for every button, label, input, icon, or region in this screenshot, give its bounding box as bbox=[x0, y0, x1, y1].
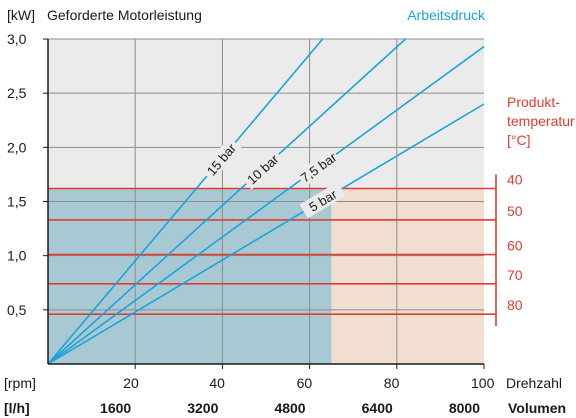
x-volume-tick-label: 4800 bbox=[274, 400, 305, 416]
temperature-tick-label: 50 bbox=[507, 203, 523, 219]
x-rpm-tick-label: 20 bbox=[123, 375, 139, 391]
x-rpm-unit: [rpm] bbox=[4, 375, 36, 391]
temperature-tick-label: 40 bbox=[507, 172, 523, 188]
temperature-tick-label: 70 bbox=[507, 267, 523, 283]
temperature-tick-label: 80 bbox=[507, 297, 523, 313]
y-tick-label: 1,5 bbox=[7, 194, 27, 210]
extended-area-region bbox=[331, 188, 484, 364]
x-volume-tick-label: 3200 bbox=[187, 400, 218, 416]
y-axis-unit: [kW] bbox=[7, 7, 35, 23]
legend-title: Arbeitsdruck bbox=[407, 7, 486, 23]
x-rpm-tick-label: 80 bbox=[384, 375, 400, 391]
y-tick-label: 0,5 bbox=[7, 302, 27, 318]
series-line bbox=[47, 38, 324, 365]
operating-area-region bbox=[48, 188, 332, 364]
y-axis-title: Geforderte Motorleistung bbox=[47, 7, 202, 23]
x-rpm-tick-label: 40 bbox=[209, 375, 225, 391]
x-volume-tick-label: 8000 bbox=[449, 400, 480, 416]
y-tick-label: 2,5 bbox=[7, 85, 27, 101]
x-volume-tick-label: 6400 bbox=[362, 400, 393, 416]
x-volume-label: Volumen bbox=[508, 400, 566, 416]
x-rpm-label: Drehzahl bbox=[506, 375, 562, 391]
y-tick-label: 1,0 bbox=[7, 248, 27, 264]
series-label-background bbox=[295, 147, 341, 187]
temperature-tick-label: 60 bbox=[507, 238, 523, 254]
temperature-title-line-3: [°C] bbox=[507, 132, 531, 148]
x-volume-tick-label: 1600 bbox=[100, 400, 131, 416]
y-tick-label: 2,0 bbox=[7, 139, 27, 155]
x-rpm-tick-label: 100 bbox=[471, 375, 495, 391]
series-label-background bbox=[200, 137, 242, 182]
series-label-background bbox=[240, 148, 285, 190]
series-line bbox=[47, 38, 407, 365]
temperature-scale: Produkt- temperatur [°C] 40 50 60 70 80 bbox=[495, 94, 575, 327]
temperature-title-line-1: Produkt- bbox=[507, 94, 560, 110]
series-line bbox=[47, 103, 485, 365]
axes: [rpm] Drehzahl [l/h] Volumen 3,0 2,5 2,0 1,… bbox=[4, 31, 566, 416]
series-label-background bbox=[299, 182, 346, 219]
temperature-title-line-2: temperatur bbox=[507, 113, 575, 129]
x-volume-unit: [l/h] bbox=[4, 400, 30, 416]
series-line bbox=[47, 45, 485, 365]
y-tick-label: 3,0 bbox=[7, 31, 27, 47]
x-rpm-tick-label: 60 bbox=[297, 375, 313, 391]
